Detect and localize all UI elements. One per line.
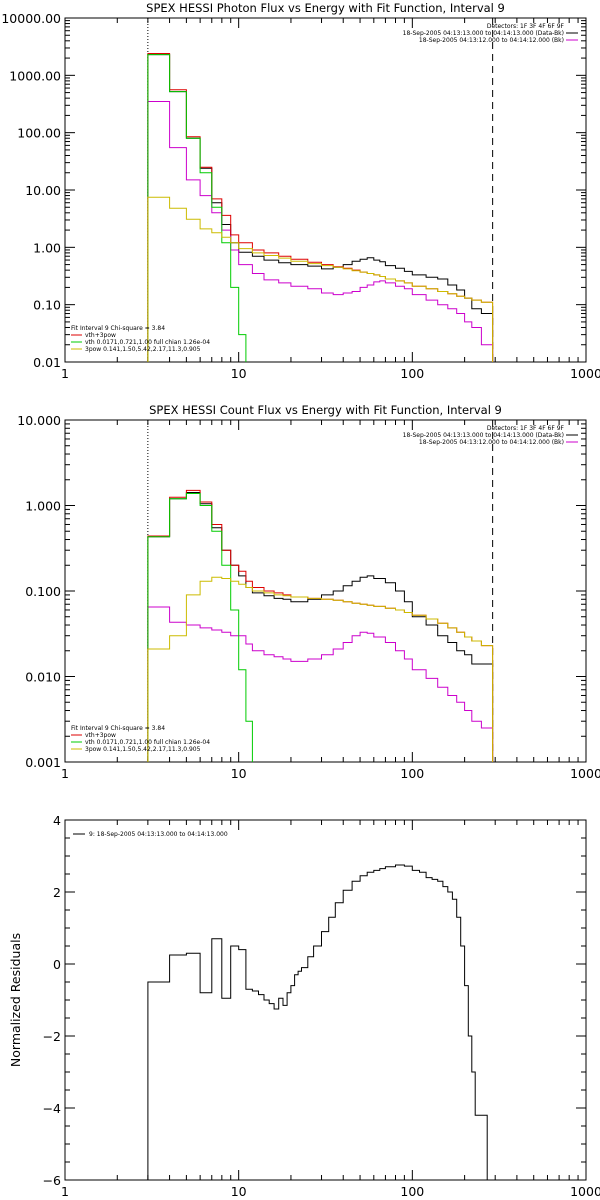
y-tick-label: −6 xyxy=(43,1173,61,1188)
plot-frame xyxy=(64,17,587,363)
legend-entry: 18-Sep-2005 04:13:12.000 to 04:14:12.000… xyxy=(419,439,564,446)
x-tick-label: 10 xyxy=(231,366,247,381)
chart-title: SPEX HESSI Count Flux vs Energy with Fit… xyxy=(149,403,502,417)
legend-entry: vth 0.0171,0.721,1.00 full chian 1.26e-0… xyxy=(85,339,210,346)
y-tick-label: −4 xyxy=(43,1101,61,1116)
y-tick-label: 10.000 xyxy=(17,413,61,428)
x-tick-label: 1 xyxy=(61,1184,69,1199)
x-tick-label: 100 xyxy=(400,766,424,781)
y-axis-label: Normalized Residuals xyxy=(8,933,23,1067)
x-tick-label: 10 xyxy=(231,1184,247,1199)
y-tick-label: 0.10 xyxy=(33,298,61,313)
x-tick-label: 100 xyxy=(400,366,424,381)
x-tick-label: 1 xyxy=(61,766,69,781)
y-tick-label: 0.010 xyxy=(25,670,61,685)
chart-panel-3: 1 10 100 1000 −6 −4 −2 0 2 4 Normalized Residuals 9… xyxy=(8,813,600,1199)
y-tick-label: 10000.00 xyxy=(1,11,61,26)
legend-entry: vth+3pow xyxy=(85,732,116,739)
legend-entry: Fit Interval 9 Chi-square = 3.84 xyxy=(71,325,165,332)
legend-entry: Fit Interval 9 Chi-square = 3.84 xyxy=(71,725,165,732)
series-line-1 xyxy=(147,864,493,1180)
y-tick-label: 100.00 xyxy=(17,126,61,141)
chart-panel-2: SPEX HESSI Count Flux vs Energy with Fit… xyxy=(17,403,600,781)
y-tick-label: −2 xyxy=(43,1029,61,1044)
chart-title: SPEX HESSI Photon Flux vs Energy with Fi… xyxy=(146,1,505,15)
y-tick-label: 1.000 xyxy=(25,499,61,514)
legend-entry: 18-Sep-2005 04:13:13.000 to 04:14:13.000… xyxy=(403,432,564,439)
x-tick-label: 100 xyxy=(400,1184,424,1199)
plot-frame xyxy=(64,819,587,1181)
legend-entry: 3pow 0.141,1.50,5.42,2.17,11.3,0.905 xyxy=(85,346,201,353)
y-tick-label: 0.001 xyxy=(25,755,61,770)
x-tick-label: 10 xyxy=(231,766,247,781)
chart-panel-1: SPEX HESSI Photon Flux vs Energy with Fi… xyxy=(1,1,600,381)
x-tick-label: 1000 xyxy=(570,766,600,781)
y-tick-label: 0.100 xyxy=(25,584,61,599)
y-tick-label: 1.00 xyxy=(33,240,61,255)
legend-entry: vth+3pow xyxy=(85,332,116,339)
y-tick-label: 2 xyxy=(53,885,61,900)
y-tick-label: 4 xyxy=(53,813,61,828)
series-line-5 xyxy=(147,196,494,362)
y-tick-label: 10.00 xyxy=(25,183,61,198)
series-line-2 xyxy=(147,606,494,762)
legend-entry: Detectors: 1F 3F 4F 6F 9F xyxy=(487,23,565,30)
legend-entry: 18-Sep-2005 04:13:12.000 to 04:14:12.000… xyxy=(419,37,564,44)
legend-entry: 9: 18-Sep-2005 04:13:13.000 to 04:14:13.… xyxy=(89,831,228,838)
series-line-5 xyxy=(147,576,494,762)
y-tick-label: 0 xyxy=(53,957,61,972)
x-tick-label: 1000 xyxy=(570,1184,600,1199)
legend-entry: 18-Sep-2005 04:13:13.000 to 04:14:13.000… xyxy=(403,30,564,37)
series-line-1 xyxy=(147,54,494,362)
series-line-4 xyxy=(147,493,253,762)
plot-frame xyxy=(64,419,587,763)
legend-entry: vth 0.0171,0.721,1.00 full chian 1.26e-0… xyxy=(85,739,210,746)
legend-entry: Detectors: 1F 3F 4F 6F 9F xyxy=(487,425,565,432)
series-line-4 xyxy=(147,54,253,362)
legend-entry: 3pow 0.141,1.50,5.42,2.17,11.3,0.905 xyxy=(85,746,201,753)
y-tick-label: 0.01 xyxy=(33,355,61,370)
x-tick-label: 1000 xyxy=(570,366,600,381)
x-tick-label: 1 xyxy=(61,366,69,381)
y-tick-label: 1000.00 xyxy=(9,68,61,83)
series-line-3 xyxy=(147,53,494,362)
